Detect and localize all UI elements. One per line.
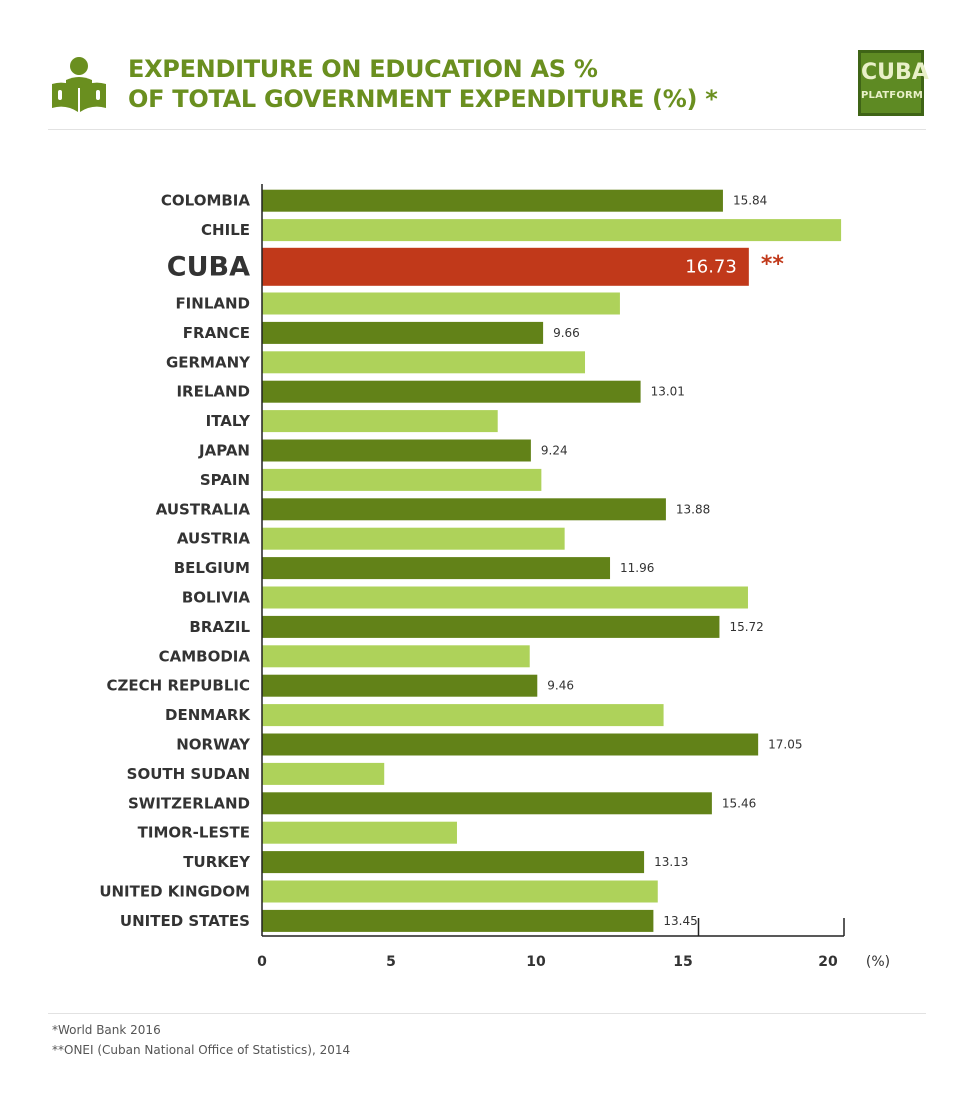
footnote-world-bank: *World Bank 2016 — [52, 1023, 161, 1037]
header-divider — [48, 129, 926, 130]
bar-timor-leste — [262, 821, 457, 844]
highlight-note-mark: ** — [761, 252, 785, 277]
title-line-2: OF TOTAL GOVERNMENT EXPENDITURE (%) * — [128, 85, 718, 113]
category-label-japan: JAPAN — [198, 442, 250, 460]
value-label-norway: 17.05 — [768, 738, 802, 752]
bar-australia — [262, 498, 666, 521]
category-label-finland: FINLAND — [175, 295, 250, 313]
category-label-cuba: CUBA — [167, 251, 250, 282]
value-label-turkey: 13.13 — [654, 855, 688, 869]
x-tick-label-5: 5 — [386, 954, 396, 970]
x-tick-label-15: 15 — [673, 954, 692, 970]
logo-line-2: PLATFORM — [861, 90, 924, 101]
bar-chile — [262, 219, 842, 242]
bar-south-sudan — [262, 762, 385, 785]
category-label-norway: NORWAY — [176, 736, 251, 754]
bar-colombia — [262, 189, 723, 212]
category-label-czech-republic: CZECH REPUBLIC — [107, 677, 250, 695]
bar-france — [262, 321, 544, 344]
category-label-belgium: BELGIUM — [174, 559, 250, 577]
value-label-ireland: 13.01 — [651, 385, 685, 399]
cuba-platform-logo: CUBA PLATFORM — [858, 50, 929, 116]
bar-spain — [262, 468, 542, 491]
header: EXPENDITURE ON EDUCATION AS % OF TOTAL G… — [48, 48, 929, 130]
bar-cambodia — [262, 645, 530, 668]
value-label-australia: 13.88 — [676, 502, 710, 516]
page-title: EXPENDITURE ON EDUCATION AS % OF TOTAL G… — [128, 54, 718, 114]
category-label-australia: AUSTRALIA — [156, 500, 251, 518]
category-label-ireland: IRELAND — [176, 383, 250, 401]
value-label-cuba: 16.73 — [685, 256, 737, 277]
x-tick-label-0: 0 — [257, 954, 267, 970]
footnote-onei: **ONEI (Cuban National Office of Statist… — [52, 1043, 351, 1057]
value-label-belgium: 11.96 — [620, 561, 654, 575]
footnotes: *World Bank 2016 **ONEI (Cuban National … — [52, 1020, 350, 1060]
category-label-spain: SPAIN — [200, 471, 250, 489]
value-label-colombia: 15.84 — [733, 194, 767, 208]
bar-austria — [262, 527, 565, 550]
bar-belgium — [262, 557, 611, 580]
category-label-bolivia: BOLIVIA — [182, 589, 251, 607]
category-label-chile: CHILE — [201, 221, 250, 239]
reading-person-icon — [52, 57, 106, 112]
bar-ireland — [262, 380, 641, 403]
category-label-switzerland: SWITZERLAND — [128, 794, 250, 812]
category-label-colombia: COLOMBIA — [161, 192, 250, 210]
x-tick-label-20: 20 — [818, 954, 838, 970]
bar-united-kingdom — [262, 880, 658, 903]
category-label-brazil: BRAZIL — [189, 618, 250, 636]
value-label-brazil: 15.72 — [729, 620, 763, 634]
title-line-1: EXPENDITURE ON EDUCATION AS % — [128, 55, 598, 83]
value-label-czech-republic: 9.46 — [547, 679, 574, 693]
category-label-italy: ITALY — [206, 412, 251, 430]
x-tick-label-10: 10 — [526, 954, 546, 970]
value-label-france: 9.66 — [553, 326, 580, 340]
bar-czech-republic — [262, 674, 538, 697]
footer-divider — [48, 1013, 926, 1014]
category-label-france: FRANCE — [183, 324, 250, 342]
category-label-austria: AUSTRIA — [177, 530, 250, 548]
category-label-timor-leste: TIMOR-LESTE — [138, 824, 250, 842]
category-label-germany: GERMANY — [166, 353, 251, 371]
bar-brazil — [262, 615, 720, 638]
bar-japan — [262, 439, 531, 462]
bar-denmark — [262, 704, 664, 727]
logo-line-1: CUBA — [861, 60, 929, 85]
bar-bolivia — [262, 586, 748, 609]
bar-norway — [262, 733, 759, 756]
bar-finland — [262, 292, 620, 315]
category-label-denmark: DENMARK — [165, 706, 251, 724]
category-label-turkey: TURKEY — [183, 853, 251, 871]
bar-chart: COLOMBIA 15.84 CHILE CUBA 16.73 ** FINLAND FRAN… — [99, 184, 890, 970]
value-label-japan: 9.24 — [541, 444, 568, 458]
category-label-cambodia: CAMBODIA — [159, 647, 251, 665]
bar-cuba — [262, 247, 749, 286]
bar-germany — [262, 351, 586, 374]
bar-italy — [262, 410, 498, 433]
value-label-united-states: 13.45 — [663, 914, 697, 928]
category-label-south-sudan: SOUTH SUDAN — [127, 765, 250, 783]
x-axis-unit-label: (%) — [866, 954, 890, 970]
bar-turkey — [262, 851, 645, 874]
category-label-united-states: UNITED STATES — [120, 912, 250, 930]
bar-switzerland — [262, 792, 712, 815]
value-label-switzerland: 15.46 — [722, 796, 756, 810]
bar-united-states — [262, 909, 654, 932]
category-label-united-kingdom: UNITED KINGDOM — [99, 883, 250, 901]
